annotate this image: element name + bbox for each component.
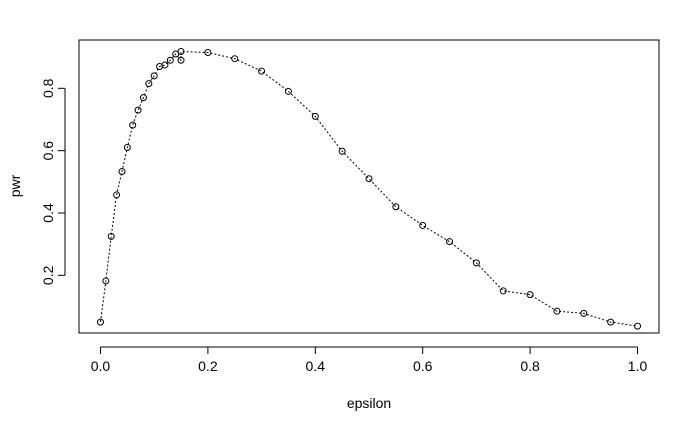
data-point <box>526 291 534 299</box>
series-line <box>99 51 638 327</box>
data-point <box>499 287 507 295</box>
y-tick-label: 0.2 <box>40 265 56 285</box>
x-tick-label: 0.2 <box>198 358 218 374</box>
data-point <box>134 106 142 114</box>
data-point <box>123 144 131 152</box>
data-point <box>129 121 137 129</box>
data-point <box>311 112 319 120</box>
data-point <box>634 322 642 330</box>
plot-frame <box>78 39 660 334</box>
data-point <box>177 56 185 64</box>
data-point <box>553 307 561 315</box>
data-point <box>118 168 126 176</box>
data-point <box>177 48 185 56</box>
data-point <box>145 80 153 88</box>
y-axis: 0.2 0.4 0.6 0.8 <box>40 78 66 285</box>
data-point <box>338 147 346 155</box>
x-tick-label: 1.0 <box>628 358 648 374</box>
y-tick-label: 0.8 <box>40 78 56 98</box>
data-point <box>446 238 454 246</box>
data-point <box>139 94 147 102</box>
data-points <box>96 48 642 330</box>
x-axis: 0.0 0.2 0.4 0.6 0.8 1.0 <box>91 346 648 374</box>
data-point <box>102 277 110 285</box>
data-point <box>419 221 427 229</box>
y-tick-label: 0.4 <box>40 203 56 223</box>
data-point <box>365 175 373 183</box>
data-point <box>107 232 115 240</box>
data-point <box>607 318 615 326</box>
data-point <box>472 259 480 267</box>
data-point <box>231 55 239 63</box>
x-tick-label: 0.8 <box>520 358 540 374</box>
x-tick-label: 0.6 <box>413 358 433 374</box>
x-tick-label: 0.0 <box>91 358 111 374</box>
data-point <box>580 309 588 317</box>
data-point <box>150 72 158 80</box>
data-point <box>166 56 174 64</box>
data-point <box>96 318 104 326</box>
y-axis-title: pwr <box>7 174 23 197</box>
data-point <box>161 61 169 69</box>
data-point <box>204 48 212 56</box>
y-tick-label: 0.6 <box>40 141 56 161</box>
data-point <box>113 191 121 199</box>
data-point <box>284 87 292 95</box>
x-axis-title: epsilon <box>347 395 391 411</box>
data-point <box>258 67 266 75</box>
x-tick-label: 0.4 <box>306 358 326 374</box>
data-point <box>392 203 400 211</box>
